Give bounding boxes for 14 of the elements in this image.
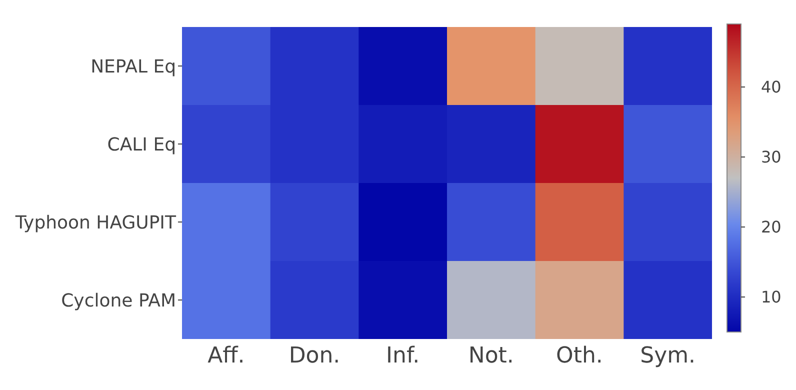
y-tick-label: Typhoon HAGUPIT (14, 212, 177, 234)
y-tick-label: Cyclone PAM (61, 290, 176, 312)
x-tick-label: Don. (288, 344, 340, 369)
y-tick-label: CALI Eq (107, 134, 176, 156)
x-tick-label: Sym. (640, 344, 696, 369)
x-tick-label: Not. (468, 344, 514, 369)
x-tick-label: Aff. (208, 344, 245, 369)
color-bar-label: 30 (761, 148, 782, 166)
color-bar-label: 20 (761, 218, 782, 236)
color-bar-label: 40 (761, 78, 782, 96)
color-bar-label: 10 (761, 288, 782, 306)
x-tick-label: Oth. (556, 344, 603, 369)
x-tick-label: Inf. (386, 344, 420, 369)
y-tick-label: NEPAL Eq (90, 56, 176, 78)
